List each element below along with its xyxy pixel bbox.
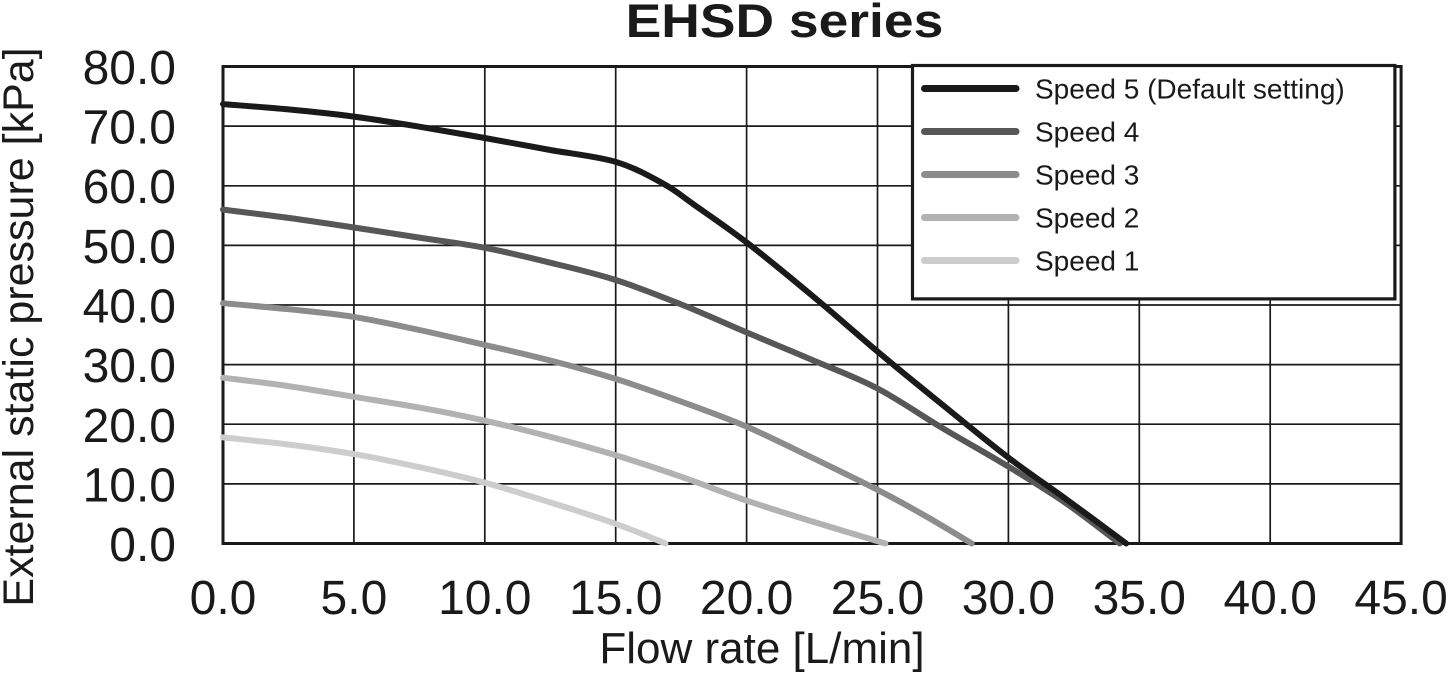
svg-text:10.0: 10.0: [83, 459, 176, 512]
svg-text:EHSD series: EHSD series: [626, 0, 944, 47]
svg-text:5.0: 5.0: [321, 572, 388, 625]
svg-text:Speed 3: Speed 3: [1035, 160, 1139, 191]
svg-text:45.0: 45.0: [1354, 572, 1447, 625]
svg-text:30.0: 30.0: [83, 340, 176, 393]
svg-text:10.0: 10.0: [438, 572, 531, 625]
svg-text:40.0: 40.0: [83, 281, 176, 334]
svg-text:15.0: 15.0: [569, 572, 662, 625]
svg-text:50.0: 50.0: [83, 221, 176, 274]
svg-text:Flow rate [L/min]: Flow rate [L/min]: [599, 624, 924, 673]
svg-text:35.0: 35.0: [1093, 572, 1186, 625]
svg-text:25.0: 25.0: [831, 572, 924, 625]
svg-text:Speed 2: Speed 2: [1035, 203, 1139, 234]
svg-text:0.0: 0.0: [190, 572, 257, 625]
svg-text:Speed 1: Speed 1: [1035, 246, 1139, 277]
svg-text:External static pressure [kPa]: External static pressure [kPa]: [0, 47, 43, 606]
svg-text:80.0: 80.0: [83, 42, 176, 95]
svg-text:70.0: 70.0: [83, 102, 176, 155]
svg-text:30.0: 30.0: [962, 572, 1055, 625]
svg-text:40.0: 40.0: [1223, 572, 1316, 625]
svg-text:Speed 4: Speed 4: [1035, 117, 1139, 148]
svg-text:Speed 5 (Default setting): Speed 5 (Default setting): [1035, 74, 1345, 105]
svg-text:20.0: 20.0: [83, 400, 176, 453]
svg-text:60.0: 60.0: [83, 161, 176, 214]
svg-text:20.0: 20.0: [700, 572, 793, 625]
svg-text:0.0: 0.0: [109, 519, 176, 572]
